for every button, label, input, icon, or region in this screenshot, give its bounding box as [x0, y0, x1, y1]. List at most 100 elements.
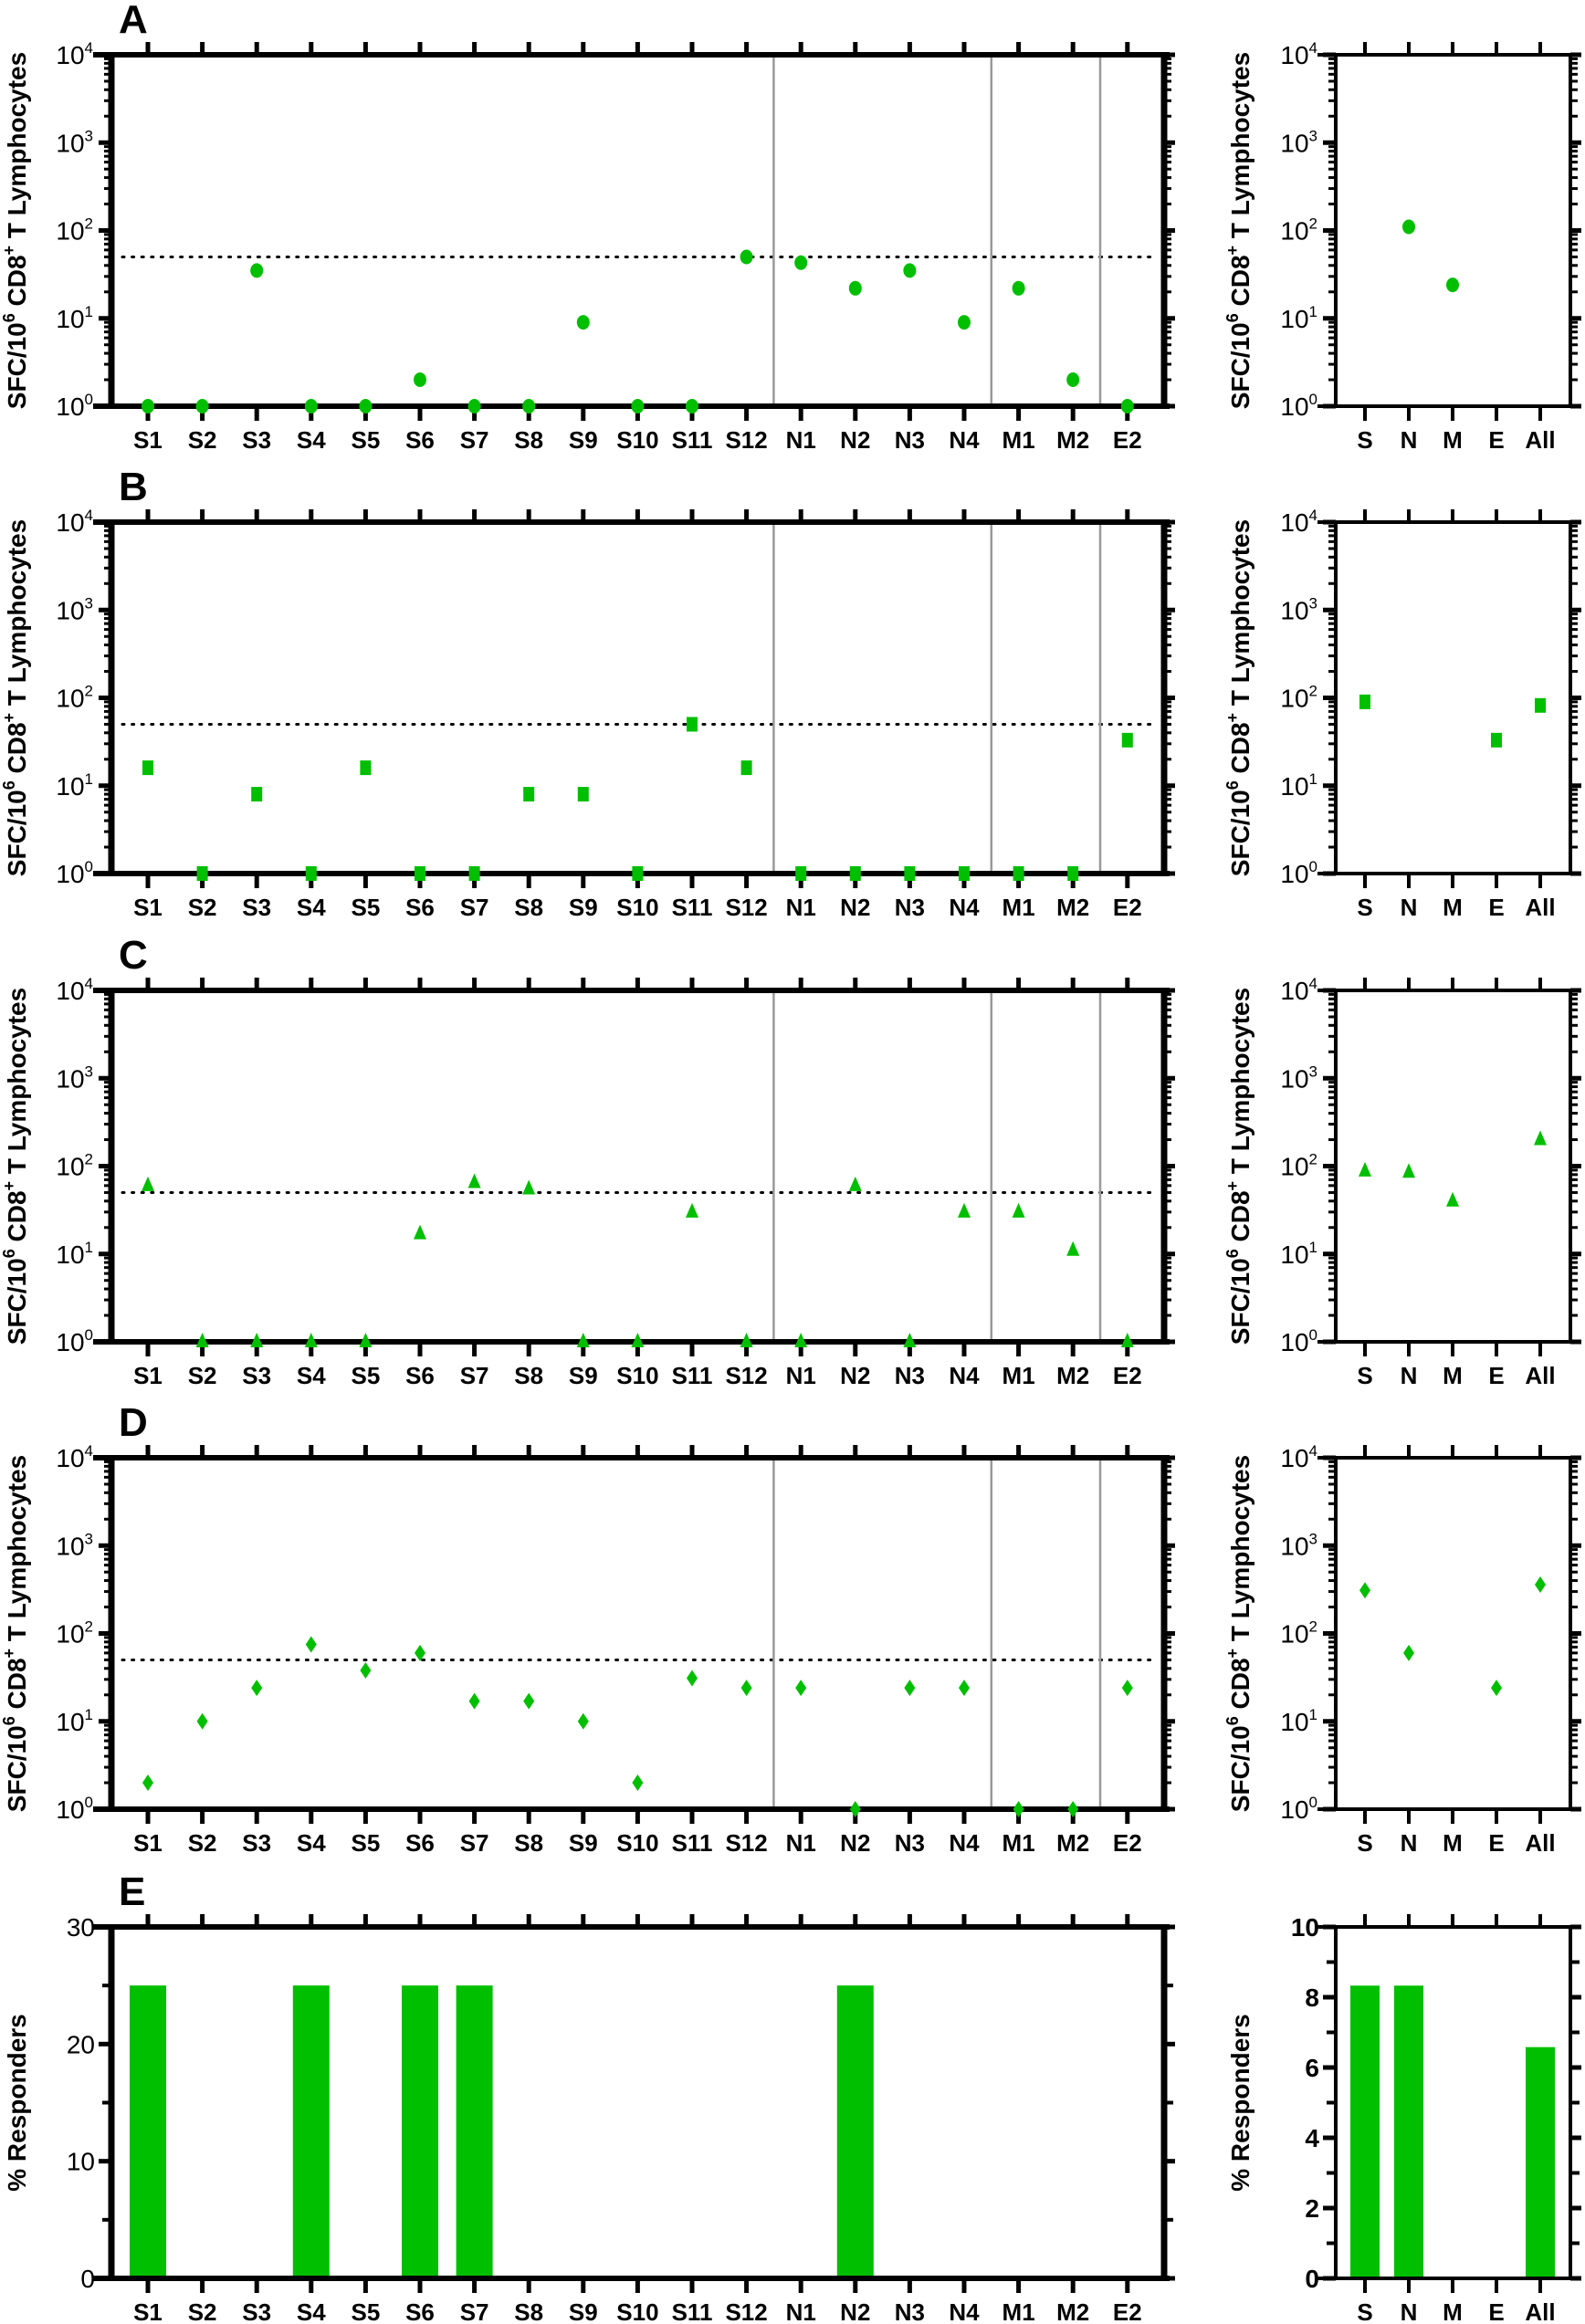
data-point-N3 [903, 1333, 917, 1347]
y-tick-label: 102 [1280, 215, 1317, 246]
x-tick-label: S8 [514, 894, 543, 921]
x-tick-label: M1 [1002, 1362, 1035, 1389]
bar-S6 [402, 1985, 438, 2278]
x-tick-label: N [1401, 2298, 1418, 2324]
data-point-S5 [359, 1333, 373, 1347]
data-point-S11 [686, 1202, 698, 1218]
y-tick-label: 103 [56, 127, 93, 157]
data-point-S1 [142, 1774, 153, 1792]
y-tick-label: 103 [1280, 1530, 1317, 1560]
x-tick-label: N2 [840, 894, 870, 921]
x-tick-label: M1 [1002, 2298, 1035, 2324]
y-tick-label: 4 [1305, 2124, 1319, 2152]
data-point-M2 [1066, 372, 1080, 388]
x-tick-label: E2 [1113, 426, 1142, 454]
x-tick-label: N4 [949, 1829, 980, 1857]
x-tick-label: E2 [1113, 2298, 1142, 2324]
y-tick-label: 103 [56, 594, 93, 624]
x-tick-label: S2 [188, 1362, 217, 1389]
data-point-S1 [142, 399, 154, 414]
chart-B-main: B SFC/106 CD8+ T Lymphocytes S1 S2 S3 S4 S5 S6 S… [0, 465, 1175, 921]
data-point-E2 [1121, 1680, 1133, 1697]
y-tick-label: 102 [56, 1618, 93, 1649]
x-tick-label: N1 [786, 1829, 816, 1857]
x-tick-label: S1 [133, 426, 163, 454]
x-tick-label: S6 [405, 1362, 435, 1389]
x-tick-label: N3 [895, 1829, 925, 1857]
y-axis-title: SFC/106 CD8+ T Lymphocytes [0, 52, 31, 409]
data-point-S10 [631, 1333, 645, 1347]
x-tick-label: N1 [786, 426, 816, 454]
x-tick-label: M1 [1002, 1829, 1035, 1857]
x-tick-label: S1 [133, 894, 163, 921]
x-tick-label: S5 [351, 426, 380, 454]
data-point-S12 [740, 1333, 753, 1347]
y-tick-label: 101 [56, 1706, 93, 1736]
data-point-S4 [305, 866, 317, 881]
y-axis-title: SFC/106 CD8+ T Lymphocytes [1223, 988, 1254, 1345]
x-tick-label: S5 [351, 894, 380, 921]
x-tick-label: S1 [133, 1829, 163, 1857]
x-tick-label: All [1525, 1829, 1555, 1857]
x-tick-label: M [1443, 2298, 1463, 2324]
x-tick-label: S8 [514, 1362, 543, 1389]
y-tick-label: 104 [1280, 507, 1317, 537]
x-tick-label: E [1488, 894, 1504, 921]
data-point-M1 [1013, 866, 1024, 881]
x-tick-label: M [1443, 426, 1463, 454]
x-tick-label: S10 [616, 2298, 658, 2324]
y-tick-label: 103 [56, 1063, 93, 1093]
y-tick-label: 104 [56, 39, 93, 69]
x-tick-label: N4 [949, 894, 980, 921]
y-tick-label: 102 [56, 1151, 93, 1181]
x-tick-label: S [1357, 1362, 1372, 1389]
bar-S4 [292, 1985, 330, 2278]
data-point-S11 [687, 717, 698, 732]
y-axis-title: SFC/106 CD8+ T Lymphocytes [0, 519, 31, 876]
x-tick-label: S9 [569, 426, 598, 454]
data-point-S3 [250, 263, 264, 278]
x-tick-label: S8 [514, 426, 543, 454]
x-tick-label: N4 [949, 426, 980, 454]
panel-label: A [119, 0, 148, 42]
x-tick-label: M2 [1056, 894, 1089, 921]
data-point-M2 [1066, 1241, 1080, 1256]
data-point-S7 [467, 399, 481, 414]
data-point-S8 [523, 1692, 535, 1710]
x-tick-label: S9 [569, 1362, 598, 1389]
data-point-M2 [1067, 1801, 1079, 1817]
y-tick-label: 103 [1280, 594, 1317, 624]
data-point-N4 [958, 315, 971, 330]
x-tick-label: S6 [405, 1829, 435, 1857]
chart-C-main: C SFC/106 CD8+ T Lymphocytes S1 S2 S3 S4 S5 S6 S… [0, 933, 1175, 1389]
x-tick-label: S7 [460, 426, 489, 454]
chart-C-summary: SFC/106 CD8+ T Lymphocytes S N M E All 100 101 1… [1223, 975, 1581, 1389]
x-tick-label: E2 [1113, 894, 1142, 921]
x-tick-label: M1 [1002, 426, 1035, 454]
data-point-S12 [740, 249, 753, 265]
data-point-S5 [360, 760, 372, 776]
panel-label: C [119, 933, 148, 978]
data-point-N1 [795, 1680, 807, 1697]
x-tick-label: N2 [840, 1829, 870, 1857]
x-tick-label: S12 [725, 426, 767, 454]
data-point-S7 [467, 1173, 481, 1188]
x-tick-label: M [1443, 1829, 1463, 1857]
y-tick-label: 103 [56, 1530, 93, 1560]
y-tick-label: 100 [1280, 858, 1317, 888]
y-tick-label: 101 [56, 303, 93, 333]
data-point-M1 [1012, 280, 1025, 296]
x-tick-label: E [1488, 2298, 1504, 2324]
x-tick-label: All [1525, 426, 1555, 454]
x-tick-label: E2 [1113, 1829, 1142, 1857]
data-point-N1 [794, 255, 808, 270]
x-tick-label: S11 [672, 1362, 713, 1389]
x-tick-label: N2 [840, 2298, 870, 2324]
x-tick-label: S5 [351, 2298, 380, 2324]
x-tick-label: N1 [786, 2298, 816, 2324]
panel-label: D [119, 1400, 148, 1445]
data-point-S5 [359, 399, 373, 414]
y-tick-label: 104 [56, 507, 93, 537]
x-tick-label: N3 [895, 2298, 925, 2324]
y-tick-label: 20 [67, 2030, 95, 2058]
